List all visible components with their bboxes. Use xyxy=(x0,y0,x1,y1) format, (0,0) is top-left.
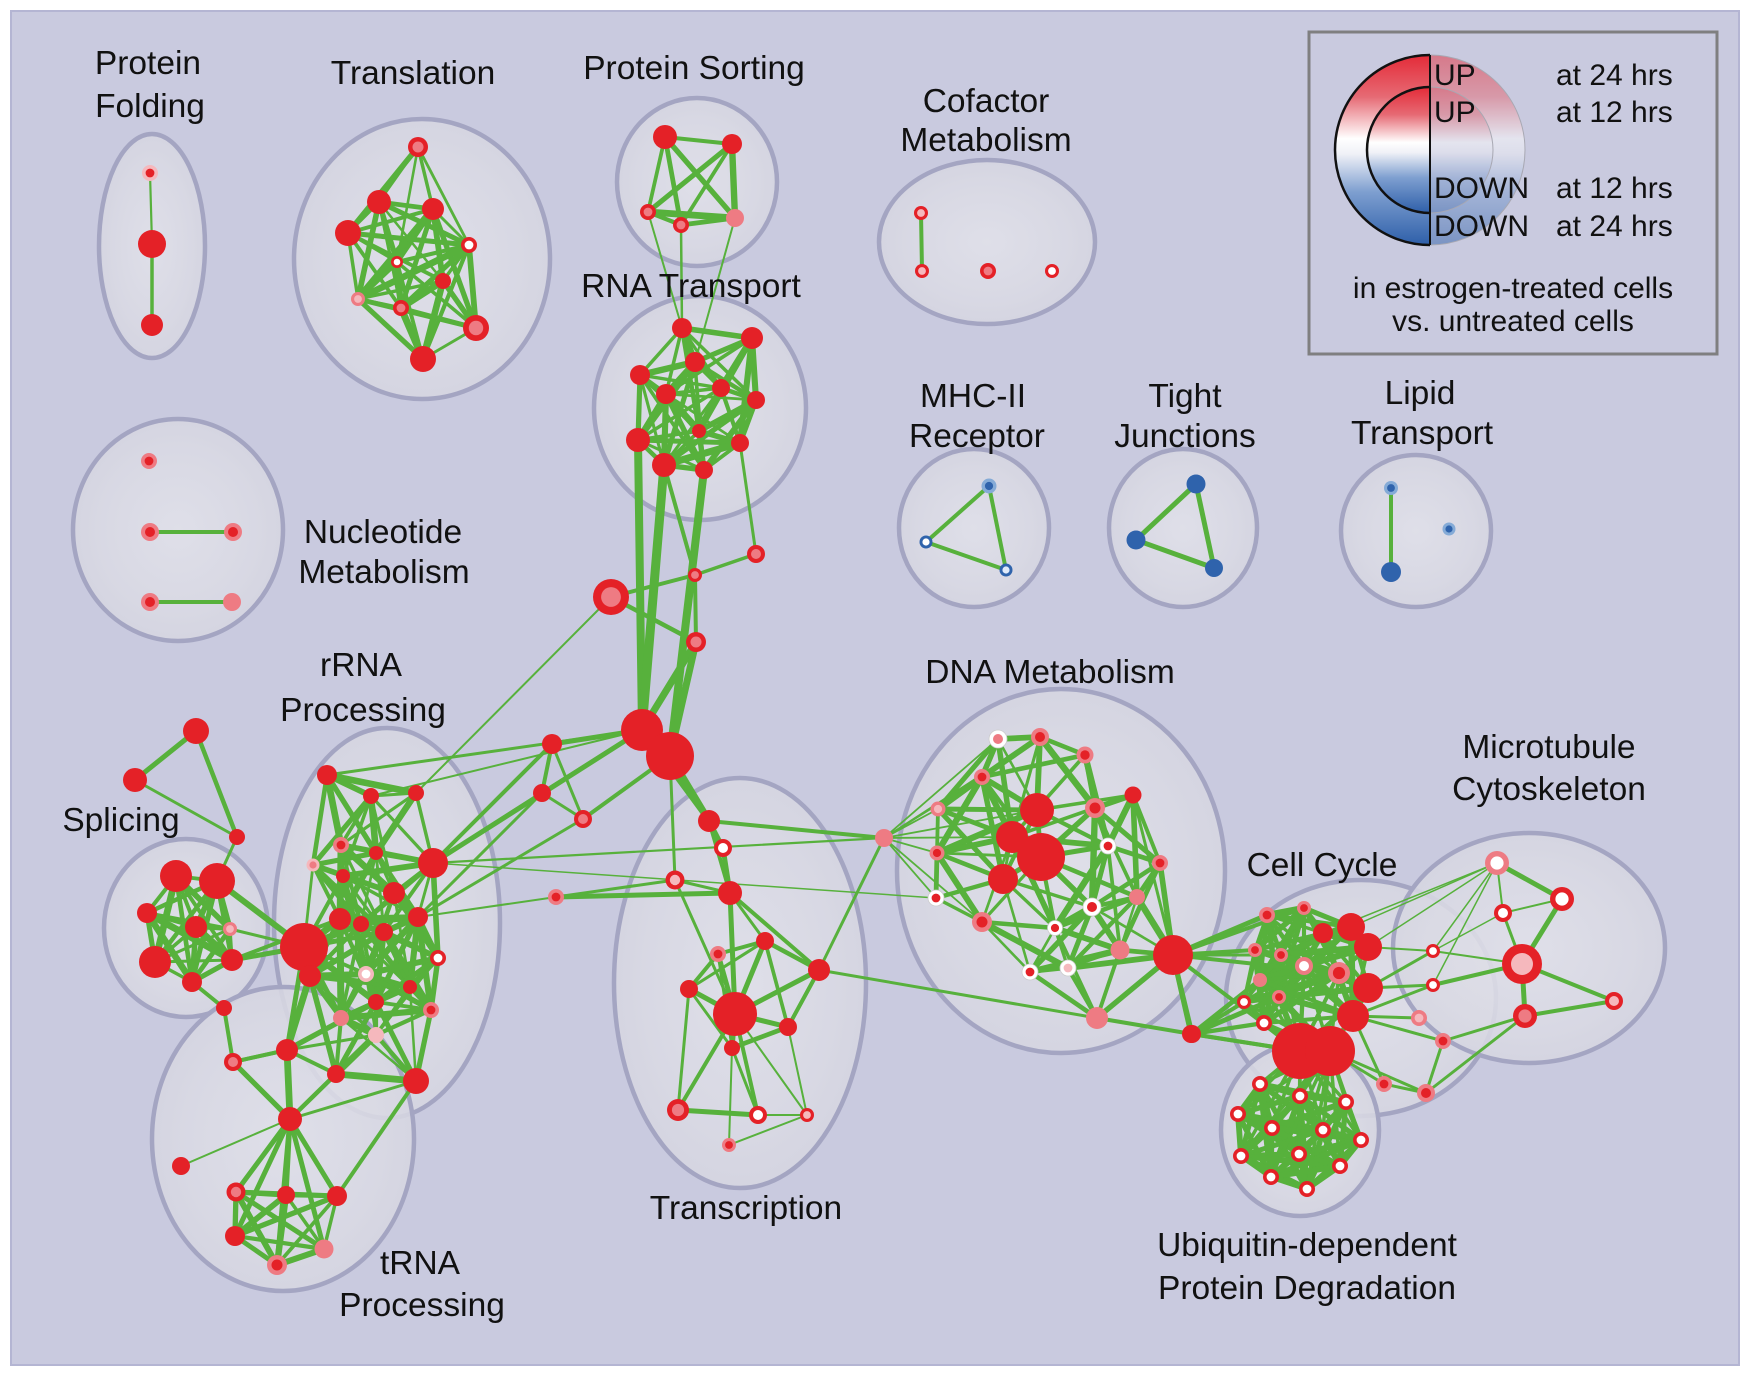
svg-text:at 24 hrs: at 24 hrs xyxy=(1556,59,1673,92)
svg-text:Protein Sorting: Protein Sorting xyxy=(583,50,805,87)
svg-text:DOWN: DOWN xyxy=(1434,172,1529,205)
svg-text:rRNA: rRNA xyxy=(320,647,403,684)
svg-text:Metabolism: Metabolism xyxy=(900,122,1071,159)
svg-text:Folding: Folding xyxy=(95,88,205,125)
svg-text:MHC-II: MHC-II xyxy=(920,378,1026,415)
svg-text:Protein: Protein xyxy=(95,45,201,82)
svg-text:Microtubule: Microtubule xyxy=(1462,729,1635,766)
svg-text:DNA Metabolism: DNA Metabolism xyxy=(925,654,1174,691)
svg-text:Junctions: Junctions xyxy=(1114,418,1256,455)
svg-text:Transcription: Transcription xyxy=(650,1190,842,1227)
svg-text:Lipid: Lipid xyxy=(1385,375,1456,412)
svg-text:in estrogen-treated cells: in estrogen-treated cells xyxy=(1353,272,1673,305)
svg-text:Translation: Translation xyxy=(331,55,495,92)
svg-text:vs. untreated cells: vs. untreated cells xyxy=(1392,305,1634,338)
svg-text:Receptor: Receptor xyxy=(909,418,1045,455)
svg-text:Cell Cycle: Cell Cycle xyxy=(1247,847,1398,884)
svg-text:UP: UP xyxy=(1434,96,1476,129)
svg-text:at 24 hrs: at 24 hrs xyxy=(1556,210,1673,243)
svg-text:UP: UP xyxy=(1434,59,1476,92)
svg-text:Splicing: Splicing xyxy=(62,802,179,839)
svg-text:Processing: Processing xyxy=(339,1287,505,1324)
svg-text:Processing: Processing xyxy=(280,692,446,729)
svg-text:Nucleotide: Nucleotide xyxy=(304,514,462,551)
svg-text:Cofactor: Cofactor xyxy=(923,83,1050,120)
svg-text:tRNA: tRNA xyxy=(380,1245,461,1282)
svg-text:at 12 hrs: at 12 hrs xyxy=(1556,96,1673,129)
svg-text:Tight: Tight xyxy=(1148,378,1222,415)
svg-text:Metabolism: Metabolism xyxy=(298,554,469,591)
svg-text:RNA Transport: RNA Transport xyxy=(581,268,801,305)
svg-text:Transport: Transport xyxy=(1351,415,1494,452)
svg-text:at 12 hrs: at 12 hrs xyxy=(1556,172,1673,205)
svg-text:Cytoskeleton: Cytoskeleton xyxy=(1452,771,1646,808)
svg-text:Protein Degradation: Protein Degradation xyxy=(1158,1270,1456,1307)
svg-text:DOWN: DOWN xyxy=(1434,210,1529,243)
svg-text:Ubiquitin-dependent: Ubiquitin-dependent xyxy=(1157,1227,1458,1264)
